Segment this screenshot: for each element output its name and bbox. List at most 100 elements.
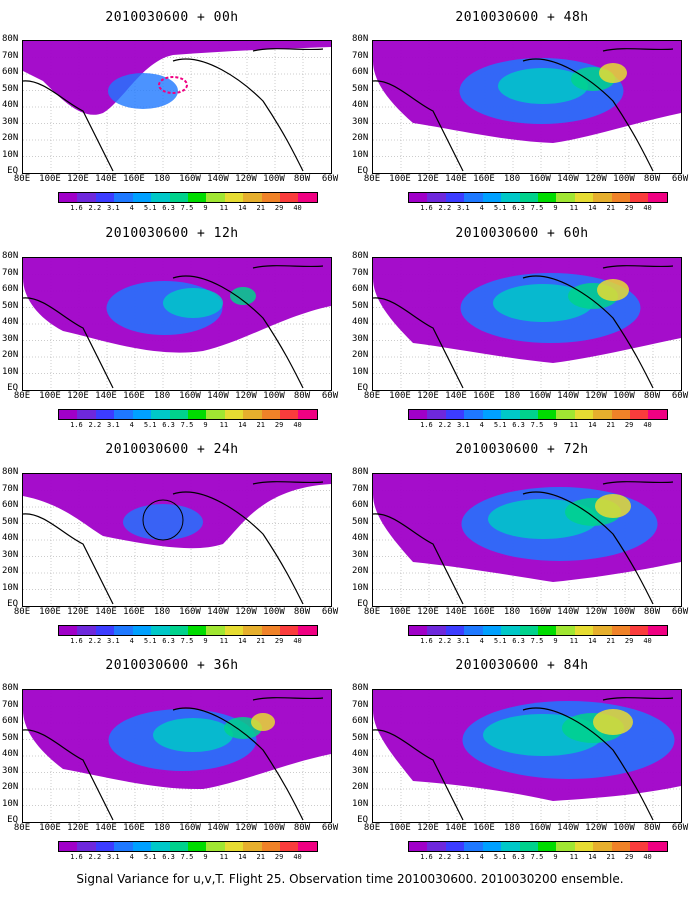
colorbar-swatch — [464, 193, 483, 202]
colorbar-label: 29 — [274, 637, 284, 645]
colorbar-swatch — [280, 410, 299, 419]
lon-label: 80W — [293, 391, 311, 401]
lon-label: 160W — [529, 823, 551, 833]
lon-label: 100W — [613, 823, 635, 833]
lat-label: EQ — [357, 599, 368, 609]
colorbar-label: 40 — [293, 853, 302, 861]
lat-label: 50N — [352, 732, 369, 743]
colorbar-swatch — [537, 626, 557, 635]
lat-label: 20N — [352, 566, 369, 576]
colorbar-label: 5.1 — [493, 637, 507, 645]
variance-field — [373, 474, 681, 606]
lat-label: EQ — [7, 166, 18, 176]
lon-label: 160E — [123, 607, 145, 617]
colorbar — [58, 409, 318, 420]
colorbar-swatch — [593, 842, 612, 851]
colorbar-swatch — [648, 626, 667, 635]
colorbar-label: 9 — [553, 637, 558, 645]
map-panel — [22, 257, 332, 391]
colorbar-label: 3.1 — [106, 853, 120, 861]
lat-label: 50N — [2, 516, 19, 527]
map-panel — [22, 473, 332, 607]
variance-region — [597, 279, 629, 301]
colorbar-label: 3.1 — [456, 204, 470, 212]
variance-field — [23, 258, 331, 390]
colorbar-label: 21 — [256, 637, 265, 645]
colorbar-swatch — [59, 842, 78, 851]
colorbar-label: 1.6 — [420, 853, 433, 861]
lon-label: 120W — [585, 391, 607, 401]
lon-label: 140W — [207, 607, 229, 617]
colorbar-swatch — [574, 193, 594, 202]
lon-label: 60W — [321, 391, 339, 401]
colorbar-swatch — [427, 193, 446, 202]
lon-label: 120E — [67, 174, 89, 184]
colorbar-swatch — [519, 410, 538, 419]
lon-label: 80W — [643, 174, 661, 184]
lon-label: 140E — [445, 607, 467, 617]
colorbar-swatch — [243, 410, 262, 419]
colorbar-label: 2.2 — [438, 853, 452, 861]
colorbar — [408, 192, 668, 203]
lat-label: 40N — [2, 533, 19, 543]
coastline — [23, 265, 324, 389]
variance-region — [493, 284, 593, 322]
colorbar-swatch — [206, 410, 225, 419]
colorbar-label: 7.5 — [180, 204, 194, 212]
colorbar-swatch — [501, 626, 520, 635]
colorbar-label: 21 — [256, 204, 265, 212]
variance-region — [108, 73, 178, 109]
variance-field — [23, 690, 331, 822]
colorbar-label: 6.3 — [162, 421, 175, 429]
lat-label: 40N — [352, 317, 369, 327]
panel-title: 2010030600 + 36h — [105, 658, 239, 673]
colorbar-swatch — [501, 842, 520, 851]
colorbar-swatch — [77, 193, 96, 202]
colorbar-label: 7.5 — [180, 853, 194, 861]
colorbar-label: 14 — [588, 853, 597, 861]
colorbar-swatch — [261, 626, 281, 635]
colorbar-label: 3.1 — [456, 853, 470, 861]
lon-label: 100E — [389, 823, 411, 833]
lon-label: 120W — [585, 174, 607, 184]
lon-label: 120E — [67, 391, 89, 401]
map-panel — [372, 689, 682, 823]
colorbar-label: 4 — [479, 853, 484, 861]
colorbar-swatch — [519, 193, 538, 202]
colorbar-swatch — [95, 193, 115, 202]
colorbar-label: 21 — [256, 421, 265, 429]
colorbar-label: 21 — [256, 853, 265, 861]
colorbar-swatch — [77, 410, 96, 419]
lon-label: 100W — [263, 823, 285, 833]
lon-label: 100E — [39, 391, 61, 401]
lat-label: 10N — [352, 582, 369, 593]
colorbar-swatch — [482, 626, 502, 635]
colorbar-swatch — [298, 626, 317, 635]
colorbar-swatch — [445, 626, 465, 635]
variance-contour — [142, 499, 184, 541]
lat-label: 70N — [2, 699, 19, 710]
lon-label: 60W — [671, 391, 689, 401]
colorbar-label: 1.6 — [420, 421, 433, 429]
panel-title: 2010030600 + 48h — [455, 10, 589, 25]
variance-field — [373, 258, 681, 390]
lat-label: 40N — [2, 749, 19, 759]
lon-label: 180 — [503, 823, 521, 833]
colorbar-label: 6.3 — [162, 204, 175, 212]
colorbar-swatch — [298, 193, 317, 202]
colorbar-label: 6.3 — [512, 853, 525, 861]
colorbar-label: 9 — [553, 204, 558, 212]
lat-label: 30N — [352, 116, 369, 127]
colorbar-swatch — [593, 410, 612, 419]
lat-label: 30N — [352, 333, 369, 344]
colorbar-label: 6.3 — [512, 204, 525, 212]
lon-label: 100E — [389, 174, 411, 184]
map-panel — [372, 40, 682, 174]
colorbar-swatch — [59, 626, 78, 635]
colorbar-swatch — [224, 842, 244, 851]
colorbar-swatch — [482, 410, 502, 419]
lon-label: 80E — [363, 174, 381, 184]
colorbar-swatch — [630, 193, 649, 202]
lat-label: 70N — [352, 483, 369, 494]
lon-label: 120W — [235, 823, 257, 833]
